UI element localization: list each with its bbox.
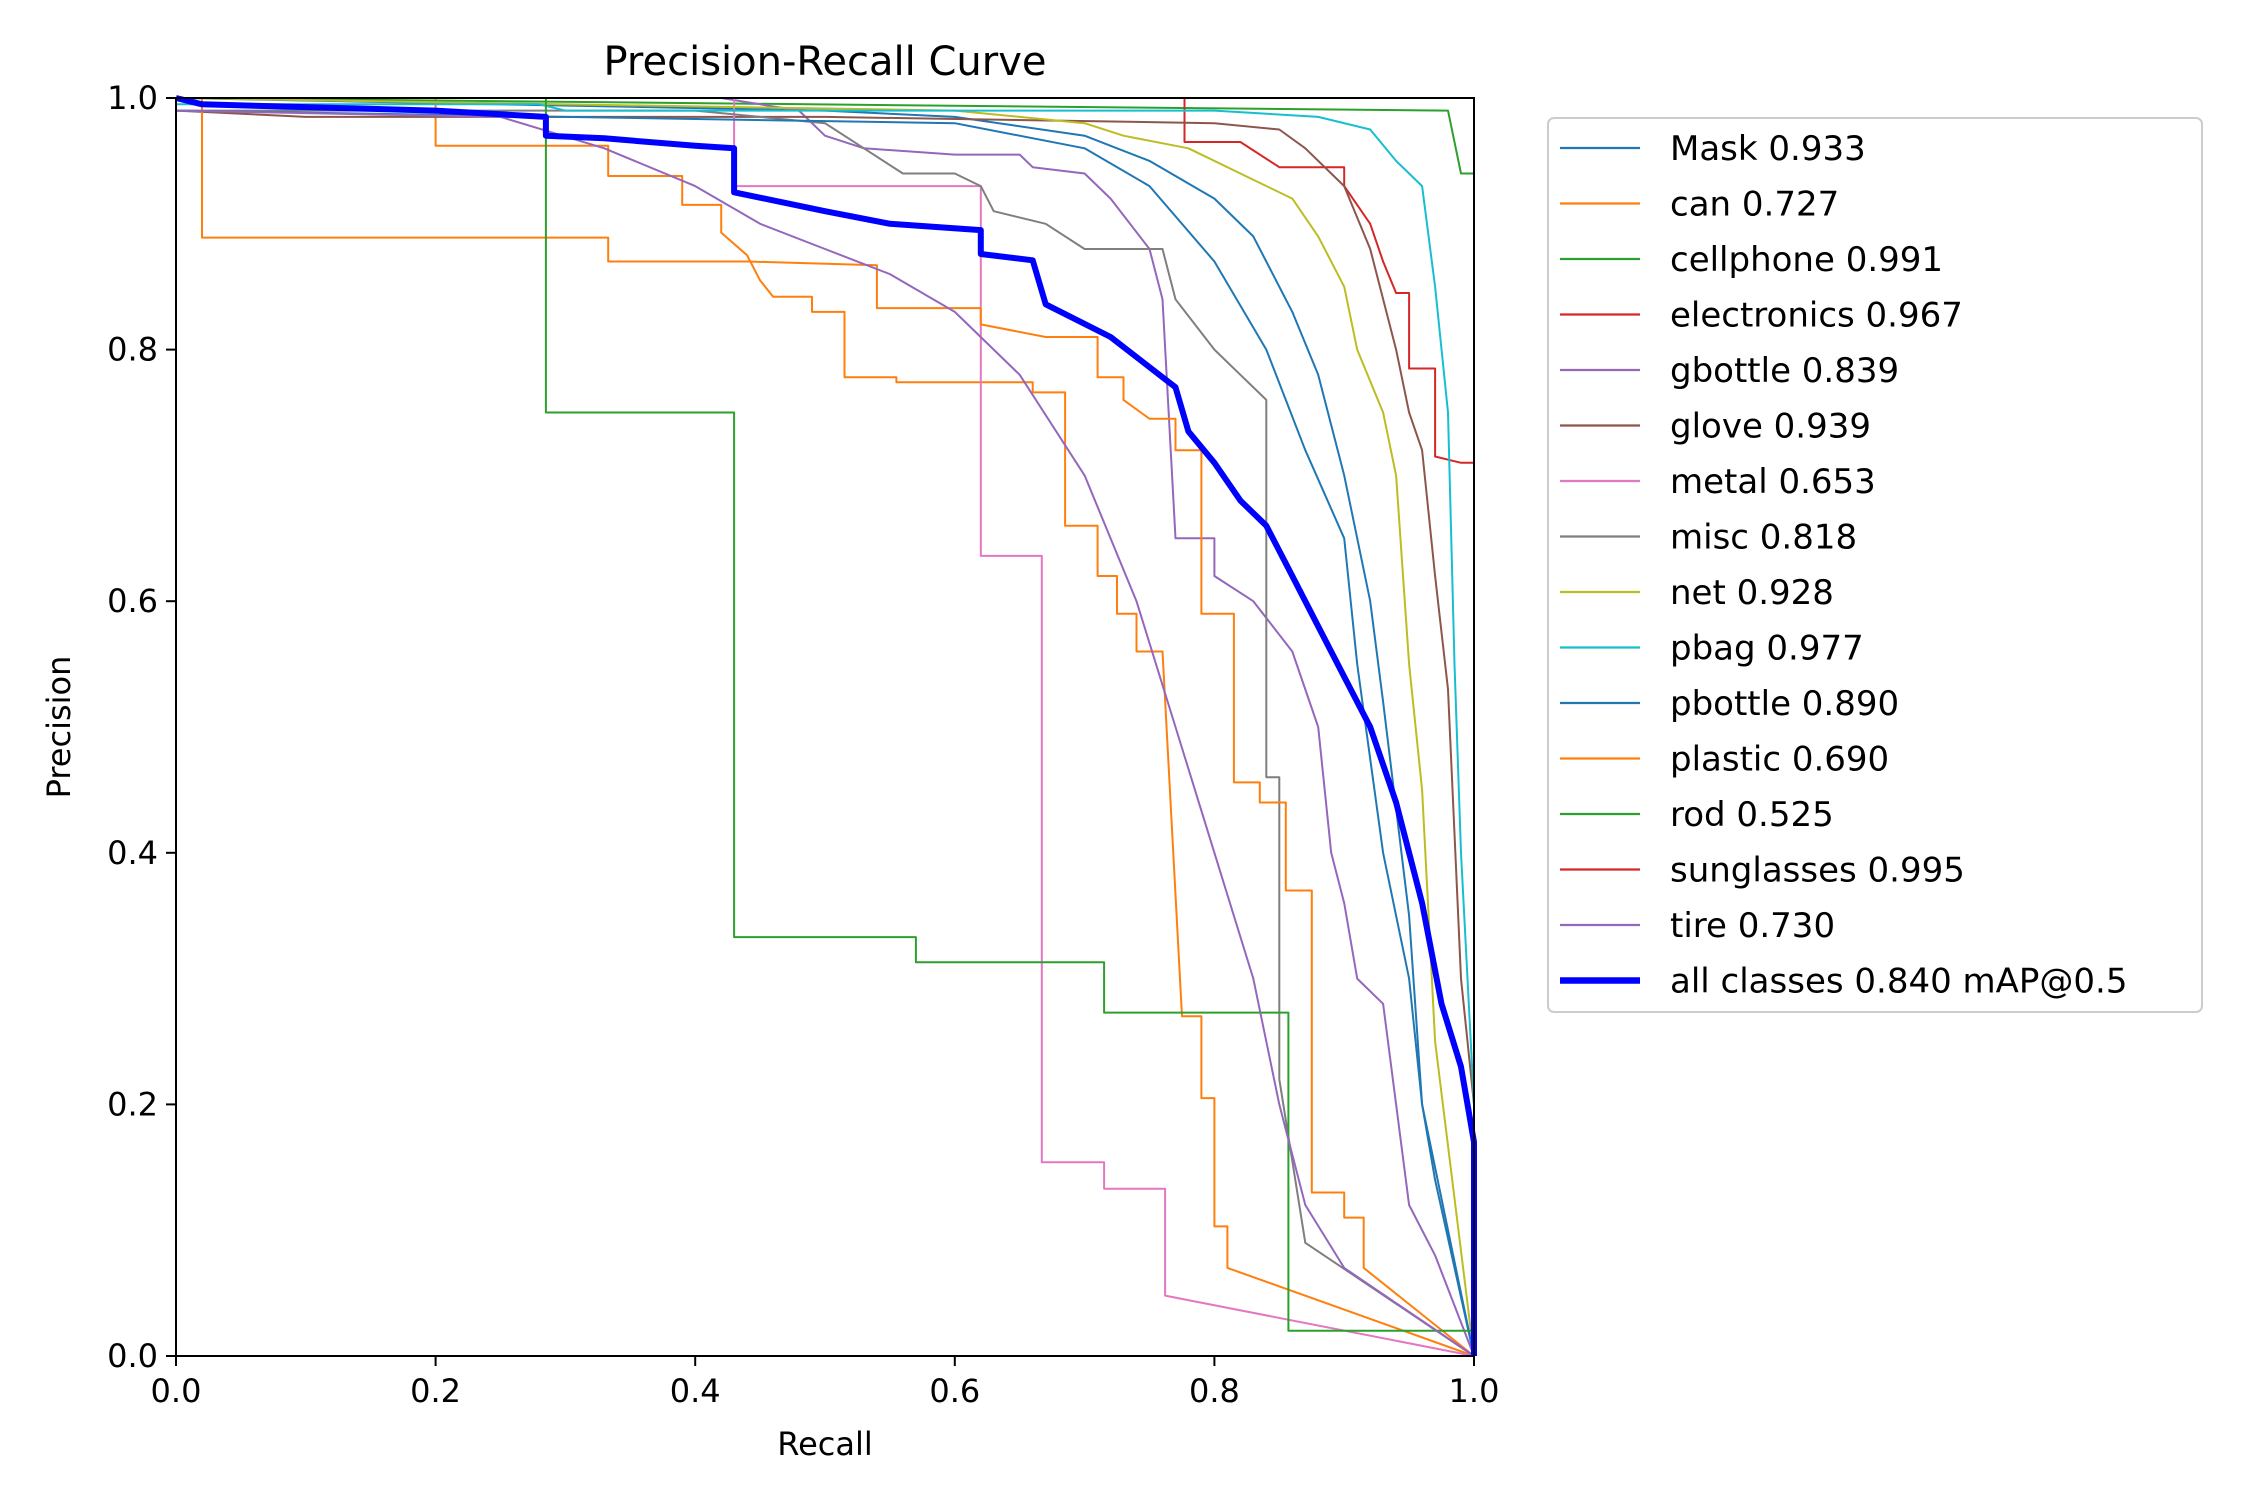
legend-entry: all classes 0.840 mAP@0.5 (1560, 962, 2127, 1002)
legend-entry: sunglasses 0.995 (1560, 851, 1965, 891)
series-line-rod (176, 97, 1475, 1356)
curves (175, 95, 1477, 1357)
series-line-can (176, 97, 1475, 1357)
legend-entry: pbottle 0.890 (1560, 684, 1899, 724)
y-tick-label: 1.0 (107, 79, 158, 117)
x-tick-label: 0.8 (1189, 1372, 1240, 1410)
legend-label: pbag 0.977 (1670, 629, 1864, 669)
chart-title: Precision-Recall Curve (604, 39, 1047, 85)
y-axis: 0.0 0.2 0.4 0.6 0.8 1.0 (107, 79, 176, 1375)
x-tick-label: 0.0 (151, 1372, 202, 1410)
y-tick-label: 0.4 (107, 834, 158, 872)
x-tick-label: 0.2 (410, 1372, 461, 1410)
series-line-all (175, 95, 1477, 1356)
legend-label: plastic 0.690 (1670, 740, 1889, 780)
legend-label: sunglasses 0.995 (1670, 851, 1965, 891)
y-tick-label: 0.2 (107, 1085, 158, 1123)
legend-entry: plastic 0.690 (1560, 740, 1889, 780)
legend-label: can 0.727 (1670, 185, 1839, 225)
legend-label: misc 0.818 (1670, 518, 1857, 558)
legend-label: rod 0.525 (1670, 795, 1834, 835)
legend-label: glove 0.939 (1670, 407, 1871, 447)
legend-entry: metal 0.653 (1560, 462, 1876, 502)
legend-entry: gbottle 0.839 (1560, 351, 1899, 391)
legend-entry: rod 0.525 (1560, 795, 1834, 835)
legend-label: electronics 0.967 (1670, 296, 1963, 336)
x-axis-label: Recall (777, 1425, 872, 1463)
series-line-electronics (176, 97, 1475, 1356)
x-tick-label: 0.6 (929, 1372, 980, 1410)
legend-entry: cellphone 0.991 (1560, 240, 1943, 280)
legend-entry: pbag 0.977 (1560, 629, 1864, 669)
series-line-gbottle (721, 97, 1475, 1357)
series-line-net (175, 97, 1475, 1357)
legend-entry: can 0.727 (1560, 185, 1839, 225)
legend-label: all classes 0.840 mAP@0.5 (1670, 962, 2127, 1002)
legend-entry: glove 0.939 (1560, 407, 1871, 447)
legend-label: metal 0.653 (1670, 462, 1876, 502)
legend-entry: Mask 0.933 (1560, 129, 1866, 169)
legend: Mask 0.933 can 0.727 cellphone 0.991 electr… (1547, 117, 2203, 1013)
legend-label: net 0.928 (1670, 573, 1834, 613)
series-line-mask (175, 97, 1475, 1357)
legend-label: gbottle 0.839 (1670, 351, 1899, 391)
y-tick-label: 0.6 (107, 582, 158, 620)
series-line-misc (176, 109, 1475, 1357)
legend-label: cellphone 0.991 (1670, 240, 1943, 280)
series-line-plastic (176, 97, 1475, 1357)
legend-label: pbottle 0.890 (1670, 684, 1899, 724)
plot-frame (175, 97, 1475, 1357)
y-tick-label: 0.0 (107, 1337, 158, 1375)
legend-entry: electronics 0.967 (1560, 296, 1963, 336)
legend-label: tire 0.730 (1670, 906, 1835, 946)
legend-frame (1547, 117, 2203, 1013)
x-axis: 0.0 0.2 0.4 0.6 0.8 1.0 (151, 1356, 1500, 1410)
series-line-tire (175, 109, 1475, 1357)
series-line-glove (175, 109, 1475, 1356)
series-line-pbag (176, 103, 1475, 1356)
legend-label: Mask 0.933 (1670, 129, 1866, 169)
legend-entry: net 0.928 (1560, 573, 1834, 613)
legend-entry: tire 0.730 (1560, 906, 1835, 946)
series-line-pbottle (175, 109, 1475, 1357)
x-tick-label: 1.0 (1449, 1372, 1500, 1410)
y-tick-label: 0.8 (107, 331, 158, 369)
y-axis-label: Precision (40, 656, 78, 799)
x-tick-label: 0.4 (670, 1372, 721, 1410)
legend-entry: misc 0.818 (1560, 518, 1857, 558)
